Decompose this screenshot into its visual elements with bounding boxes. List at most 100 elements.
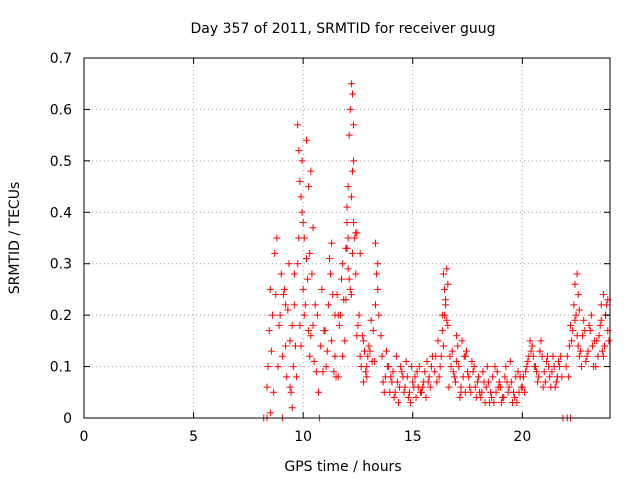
data-point [584, 347, 592, 355]
data-point [594, 352, 602, 360]
data-point [268, 311, 276, 319]
data-point [281, 285, 289, 293]
data-point [454, 342, 462, 350]
data-point [397, 363, 405, 371]
data-point [573, 332, 581, 340]
data-point [526, 337, 534, 345]
data-point [479, 368, 487, 376]
data-point [533, 368, 541, 376]
data-point [317, 342, 325, 350]
data-point [327, 270, 335, 278]
data-point [496, 383, 504, 391]
data-point [366, 347, 374, 355]
data-point [487, 388, 495, 396]
data-point [542, 357, 550, 365]
y-tick-label: 0.6 [50, 102, 72, 118]
data-point [356, 352, 364, 360]
y-tick-label: 0.1 [50, 360, 72, 376]
data-point [354, 321, 362, 329]
y-tick-label: 0 [63, 411, 72, 427]
data-point [363, 363, 371, 371]
data-point [450, 373, 458, 381]
data-point [307, 332, 315, 340]
data-point [295, 147, 303, 155]
data-point [304, 275, 312, 283]
data-point [544, 352, 552, 360]
data-point [306, 249, 314, 257]
data-point [582, 357, 590, 365]
data-point [296, 177, 304, 185]
data-point [451, 378, 459, 386]
data-point [462, 347, 470, 355]
data-point [300, 234, 308, 242]
data-point [387, 373, 395, 381]
data-point [343, 219, 351, 227]
data-point [344, 183, 352, 191]
data-point [562, 363, 570, 371]
data-point [527, 347, 535, 355]
data-point [348, 167, 356, 175]
data-point [364, 352, 372, 360]
data-point [350, 219, 358, 227]
y-tick-label: 0.2 [50, 308, 72, 324]
data-point [491, 363, 499, 371]
data-point [588, 342, 596, 350]
data-point [553, 373, 561, 381]
data-point [379, 378, 387, 386]
data-point [576, 347, 584, 355]
data-point [290, 301, 298, 309]
x-tick-label: 0 [80, 429, 89, 445]
data-point [432, 352, 440, 360]
data-point [488, 393, 496, 401]
data-point [514, 368, 522, 376]
data-point [449, 368, 457, 376]
data-point [312, 368, 320, 376]
data-point [263, 383, 271, 391]
data-point [359, 337, 367, 345]
data-point [290, 270, 298, 278]
data-point [476, 388, 484, 396]
data-point [575, 306, 583, 314]
data-point [489, 373, 497, 381]
data-point [355, 311, 363, 319]
data-point [444, 321, 452, 329]
data-point [309, 321, 317, 329]
data-point [396, 383, 404, 391]
data-point [344, 265, 352, 273]
data-point [416, 388, 424, 396]
data-point [547, 383, 555, 391]
data-point [297, 193, 305, 201]
data-point [350, 121, 358, 129]
data-point [421, 368, 429, 376]
data-point [318, 285, 326, 293]
data-point [443, 265, 451, 273]
data-point [540, 368, 548, 376]
data-point [296, 321, 304, 329]
data-point [445, 383, 453, 391]
data-point [570, 301, 578, 309]
data-point [339, 352, 347, 360]
data-point [409, 378, 417, 386]
data-point [311, 301, 319, 309]
data-point [284, 306, 292, 314]
data-point [468, 357, 476, 365]
data-point [501, 373, 509, 381]
data-point [528, 342, 536, 350]
data-point [443, 316, 451, 324]
data-point [276, 311, 284, 319]
data-point [265, 327, 273, 335]
data-point [294, 260, 302, 268]
data-point [271, 249, 279, 257]
data-point [470, 363, 478, 371]
x-axis-label: GPS time / hours [284, 459, 401, 475]
data-point [298, 157, 306, 165]
data-point [458, 337, 466, 345]
data-point [352, 270, 360, 278]
data-point [426, 383, 434, 391]
data-point [266, 409, 274, 417]
data-point [597, 316, 605, 324]
data-point [596, 321, 604, 329]
data-point [500, 393, 508, 401]
